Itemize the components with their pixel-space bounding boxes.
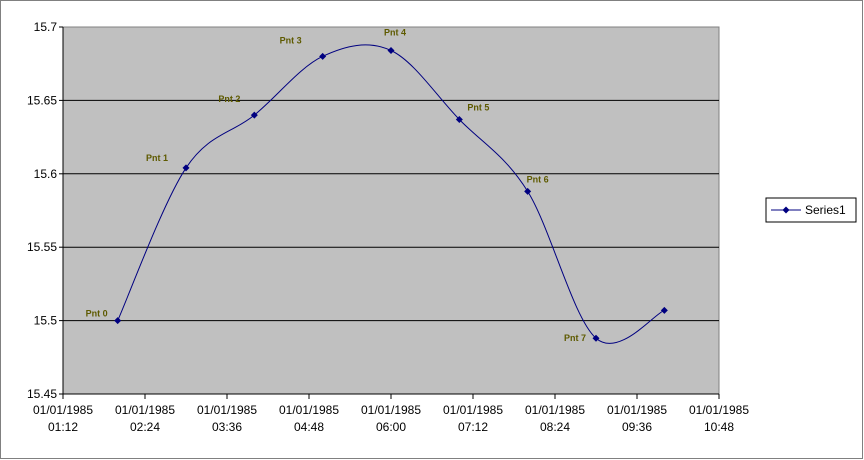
marker: [660, 306, 668, 314]
x-tick-label: 01/01/1985 10:48: [689, 403, 749, 434]
x-tick-label-line: 02:24: [130, 420, 160, 434]
x-tick-label: 01/01/1985 01:12: [33, 403, 93, 434]
x-tick-label-line: 04:48: [294, 420, 324, 434]
marker: [250, 111, 258, 119]
x-tick-label-line: 01:12: [48, 420, 78, 434]
marker: [592, 334, 600, 342]
y-tick-label: 15.5: [34, 314, 58, 328]
marker: [455, 115, 463, 123]
point-label: Pnt 7: [564, 333, 586, 343]
y-tick-label: 15.65: [27, 93, 57, 107]
point-label: Pnt 3: [280, 35, 302, 45]
x-tick-label-line: 03:36: [212, 420, 242, 434]
legend-marker: [782, 206, 790, 214]
x-tick-label-line: 01/01/1985: [115, 403, 175, 417]
point-label: Pnt 4: [384, 27, 406, 37]
x-tick-label-line: 01/01/1985: [361, 403, 421, 417]
x-tick-label: 01/01/1985 04:48: [279, 403, 339, 434]
x-tick-label: 01/01/1985 02:24: [115, 403, 175, 434]
point-label: Pnt 6: [527, 174, 549, 184]
marker: [524, 187, 532, 195]
marker: [387, 46, 395, 54]
x-tick-label-line: 10:48: [704, 420, 734, 434]
x-tick-label: 01/01/1985 03:36: [197, 403, 257, 434]
x-tick-label-line: 06:00: [376, 420, 406, 434]
y-tick-label: 15.45: [27, 387, 57, 401]
x-tick-label: 01/01/1985 08:24: [525, 403, 585, 434]
x-tick-label-line: 08:24: [540, 420, 570, 434]
x-tick-label-line: 01/01/1985: [607, 403, 667, 417]
point-label: Pnt 0: [86, 309, 108, 319]
point-label: Pnt 2: [218, 94, 240, 104]
x-tick-label-line: 01/01/1985: [689, 403, 749, 417]
x-tick-label: 01/01/1985 09:36: [607, 403, 667, 434]
x-tick-label-line: 01/01/1985: [33, 403, 93, 417]
point-label: Pnt 5: [467, 102, 489, 112]
x-tick-label-line: 01/01/1985: [279, 403, 339, 417]
x-tick-label-line: 01/01/1985: [525, 403, 585, 417]
x-tick-label-line: 07:12: [458, 420, 488, 434]
x-tick-label-line: 01/01/1985: [197, 403, 257, 417]
x-tick-label: 01/01/1985 07:12: [443, 403, 503, 434]
marker: [114, 317, 122, 325]
marker: [319, 52, 327, 60]
marker: [182, 164, 190, 172]
x-tick-label-line: 01/01/1985: [443, 403, 503, 417]
plot-area: [62, 26, 720, 395]
x-tick-label-line: 09:36: [622, 420, 652, 434]
point-label: Pnt 1: [146, 153, 168, 163]
y-tick-label: 15.6: [34, 167, 58, 181]
x-tick-label: 01/01/1985 06:00: [361, 403, 421, 434]
y-tick-label: 15.55: [27, 240, 57, 254]
legend-label: Series1: [805, 203, 846, 217]
y-tick-label: 15.7: [34, 20, 58, 34]
